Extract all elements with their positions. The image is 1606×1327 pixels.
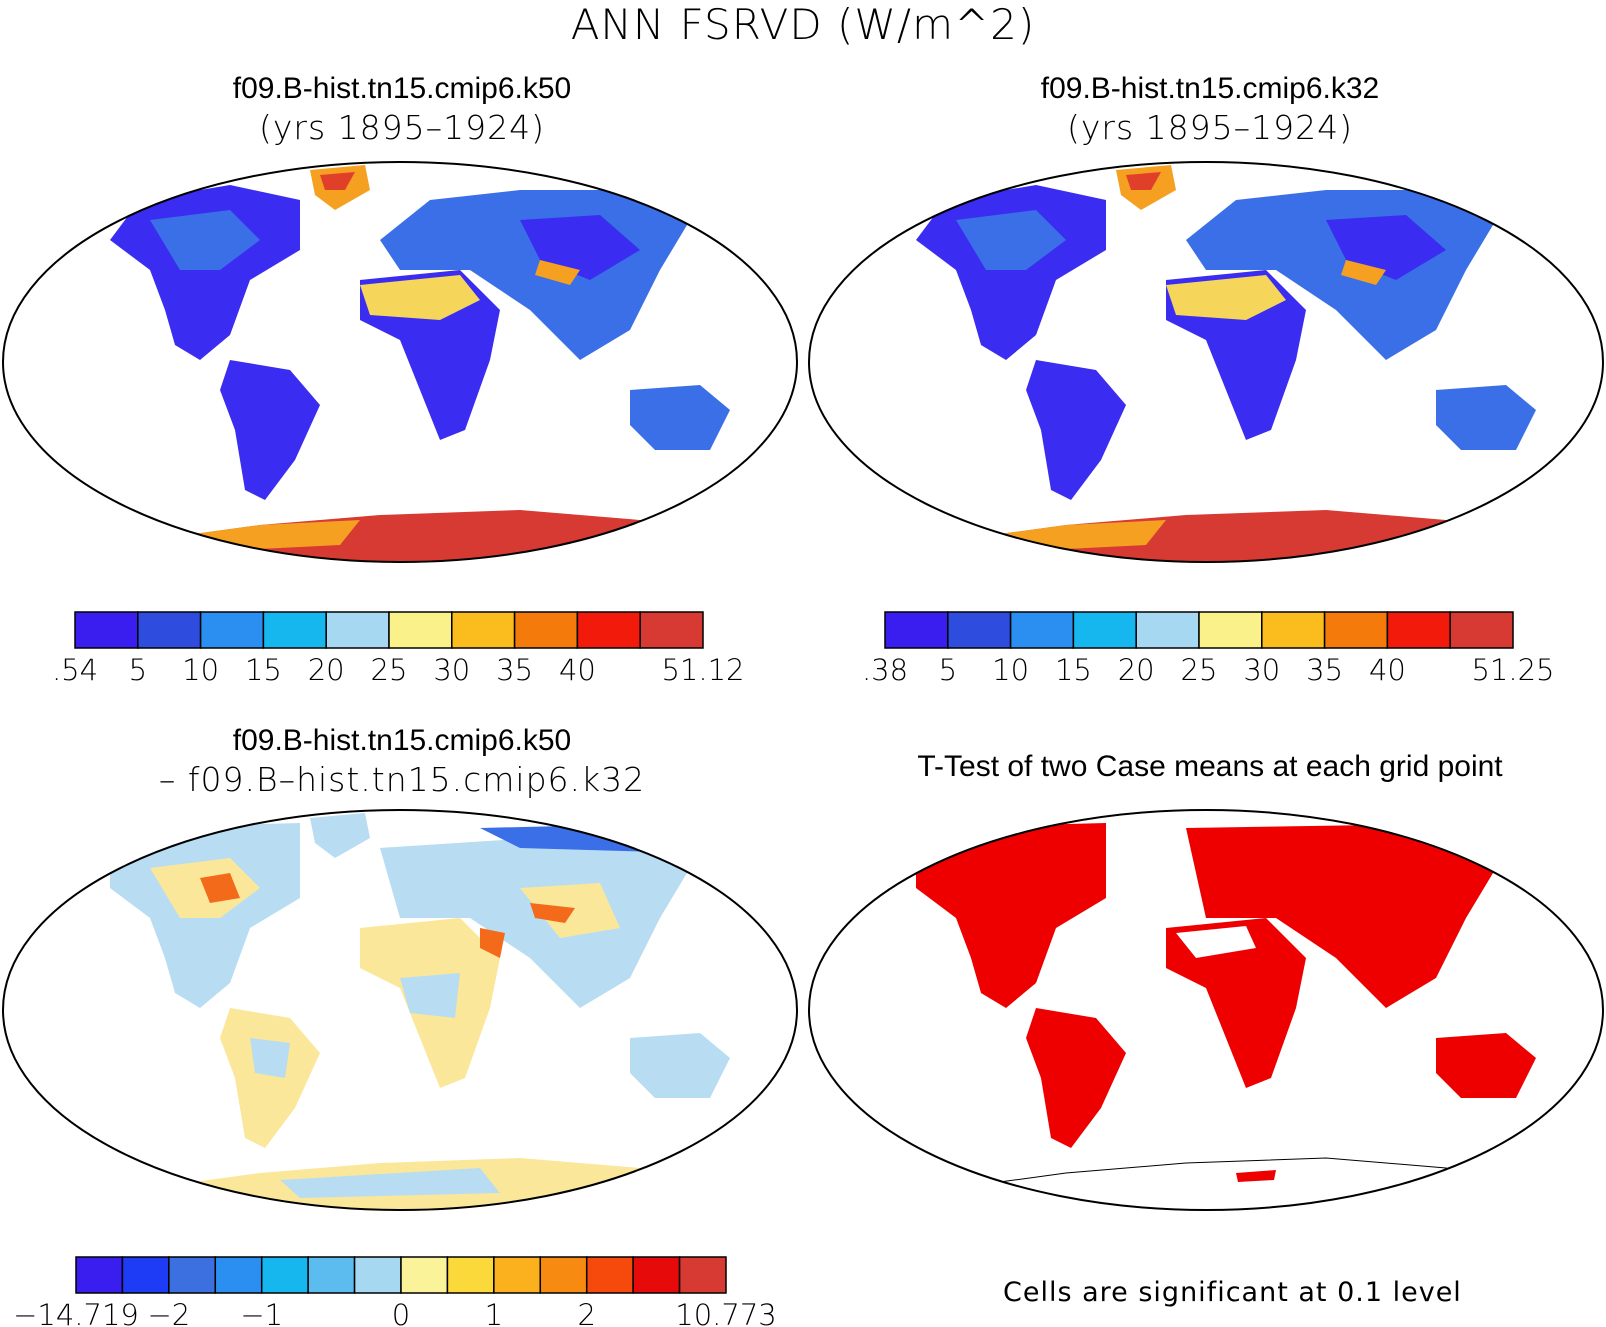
colorbar-1-tick-label: 30 — [433, 653, 470, 687]
map-2-land — [916, 165, 1536, 562]
panel-1-case-name: f09.B-hist.tn15.cmip6.k50 — [232, 72, 572, 105]
colorbar-3-swatch — [307, 1256, 356, 1294]
colorbar-3-swatch — [168, 1256, 217, 1294]
map-panel-3-difference — [2, 809, 798, 1211]
colorbar-panel-1: .54 5 10 15 20 25 30 35 40 51.12 — [52, 611, 745, 687]
colorbar-3-swatch — [446, 1256, 495, 1294]
map-panel-1 — [2, 161, 798, 563]
colorbar-1-swatch — [199, 611, 265, 649]
colorbar-3-swatch — [539, 1256, 588, 1294]
map-panel-2 — [808, 161, 1604, 563]
panel-2-years: (yrs 1895–1924) — [1067, 108, 1353, 147]
colorbar-3-swatch — [678, 1256, 727, 1294]
colorbar-2-swatch — [1072, 611, 1137, 649]
colorbar-1-tick-label: 25 — [371, 653, 408, 687]
colorbar-2-tick-label: 15 — [1055, 653, 1092, 687]
colorbar-1-swatch — [513, 611, 579, 649]
colorbar-2-swatch — [1009, 611, 1075, 649]
colorbar-1-tick-label: 20 — [308, 653, 345, 687]
panel-1-years: (yrs 1895–1924) — [259, 108, 545, 147]
map-panel-4-ttest — [808, 809, 1604, 1211]
panel-2-case-name: f09.B-hist.tn15.cmip6.k32 — [1040, 72, 1380, 105]
colorbar-3-swatch — [214, 1256, 263, 1294]
colorbar-1-tick-label: 35 — [496, 653, 533, 687]
colorbar-1-swatch — [325, 611, 390, 649]
colorbar-2-swatch — [1198, 611, 1263, 649]
map-1-land — [110, 165, 730, 562]
colorbar-3-swatch — [493, 1256, 542, 1294]
colorbar-1-swatch — [639, 611, 704, 649]
colorbar-1-tick-label: 15 — [245, 653, 282, 687]
colorbar-3-tick-label: 1 — [485, 1298, 503, 1327]
colorbar-panel-2: .38 5 10 15 20 25 30 35 40 51.25 — [862, 611, 1555, 687]
colorbar-3-tick-label: −2 — [147, 1298, 190, 1327]
colorbar-3-swatch — [632, 1256, 681, 1294]
colorbar-1-tick-label: .54 — [52, 653, 98, 687]
significance-note: Cells are significant at 0.1 level — [1003, 1277, 1462, 1308]
colorbar-2-swatch — [1135, 611, 1200, 649]
colorbar-3-swatch — [260, 1256, 309, 1294]
figure-title: ANN FSRVD (W/m^2) — [570, 0, 1036, 49]
colorbar-2-tick-label: 10 — [992, 653, 1029, 687]
panel-3-title: f09.B-hist.tn15.cmip6.k50 – f09.B–hist.t… — [42, 722, 762, 800]
panel-4-ttest-title: T-Test of two Case means at each grid po… — [917, 750, 1503, 783]
map-3-land — [110, 813, 730, 1210]
colorbar-2-swatch — [947, 611, 1012, 649]
colorbar-2-swatch — [1323, 611, 1389, 649]
colorbar-1-swatch — [388, 611, 453, 649]
colorbar-2-swatch — [1449, 611, 1514, 649]
colorbar-2-swatch — [1386, 611, 1451, 649]
colorbar-3-swatch — [121, 1256, 170, 1294]
colorbar-1-tick-label: 5 — [129, 653, 147, 687]
colorbar-3-swatch — [353, 1256, 402, 1294]
colorbar-2-tick-label: 25 — [1181, 653, 1218, 687]
colorbar-3-tick-label: 10.773 — [675, 1298, 776, 1327]
panel-1-title: f09.B-hist.tn15.cmip6.k50 (yrs 1895–1924… — [42, 70, 762, 148]
colorbar-2-swatch — [884, 611, 949, 649]
colorbar-3-tick-label: 2 — [577, 1298, 595, 1327]
colorbar-3-swatch — [585, 1256, 634, 1294]
panel-4-title: T-Test of two Case means at each grid po… — [850, 748, 1570, 786]
panel-3-case-a: f09.B-hist.tn15.cmip6.k50 — [232, 724, 572, 757]
colorbar-1-tick-label: 51.12 — [661, 653, 744, 687]
colorbar-2-tick-label: 51.25 — [1471, 653, 1554, 687]
panel-2-title: f09.B-hist.tn15.cmip6.k32 (yrs 1895–1924… — [850, 70, 1570, 148]
colorbar-1-tick-label: 40 — [559, 653, 596, 687]
colorbar-1-swatch — [74, 611, 139, 649]
colorbar-1-tick-label: 10 — [182, 653, 219, 687]
colorbar-2-tick-label: 40 — [1369, 653, 1406, 687]
colorbar-1-swatch — [451, 611, 516, 649]
colorbar-2-tick-label: 20 — [1118, 653, 1155, 687]
colorbar-2-tick-label: 5 — [939, 653, 957, 687]
map-4-significant-cells — [916, 823, 1536, 1210]
colorbar-3-swatch — [75, 1256, 124, 1294]
colorbar-1-swatch — [262, 611, 327, 649]
colorbar-3-tick-label: −14.719 — [13, 1298, 139, 1327]
colorbar-2-tick-label: 35 — [1306, 653, 1343, 687]
colorbar-panel-3: −14.719 −2 −1 0 1 2 10.773 — [13, 1256, 777, 1327]
colorbar-3-swatch — [400, 1256, 449, 1294]
colorbar-2-tick-label: .38 — [862, 653, 908, 687]
colorbar-1-swatch — [137, 611, 202, 649]
colorbar-3-tick-label: 0 — [392, 1298, 410, 1327]
colorbar-3-tick-label: −1 — [240, 1298, 283, 1327]
colorbar-2-tick-label: 30 — [1243, 653, 1280, 687]
colorbar-2-swatch — [1261, 611, 1326, 649]
colorbar-1-swatch — [576, 611, 641, 649]
panel-3-case-b: – f09.B–hist.tn15.cmip6.k32 — [158, 760, 646, 799]
